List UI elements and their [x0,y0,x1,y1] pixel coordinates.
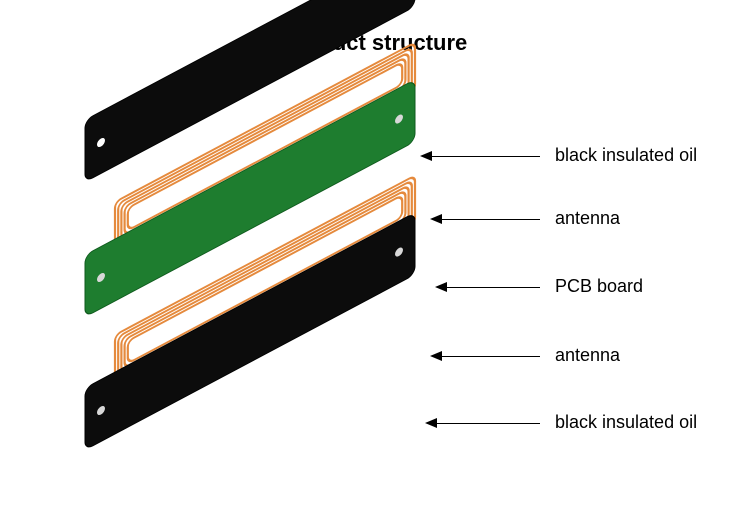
label-pcb: PCB board [555,276,643,297]
arrow-line-pcb [447,287,540,288]
label-antenna-1: antenna [555,208,620,229]
arrow-head-antenna-2 [430,351,442,361]
arrow-head-pcb [435,282,447,292]
arrow-head-top-oil [420,151,432,161]
label-top-oil: black insulated oil [555,145,697,166]
arrow-line-top-oil [432,156,540,157]
label-bottom-oil: black insulated oil [555,412,697,433]
arrow-line-bottom-oil [437,423,540,424]
label-antenna-2: antenna [555,345,620,366]
arrow-head-antenna-1 [430,214,442,224]
arrow-line-antenna-1 [442,219,540,220]
arrow-line-antenna-2 [442,356,540,357]
arrow-head-bottom-oil [425,418,437,428]
